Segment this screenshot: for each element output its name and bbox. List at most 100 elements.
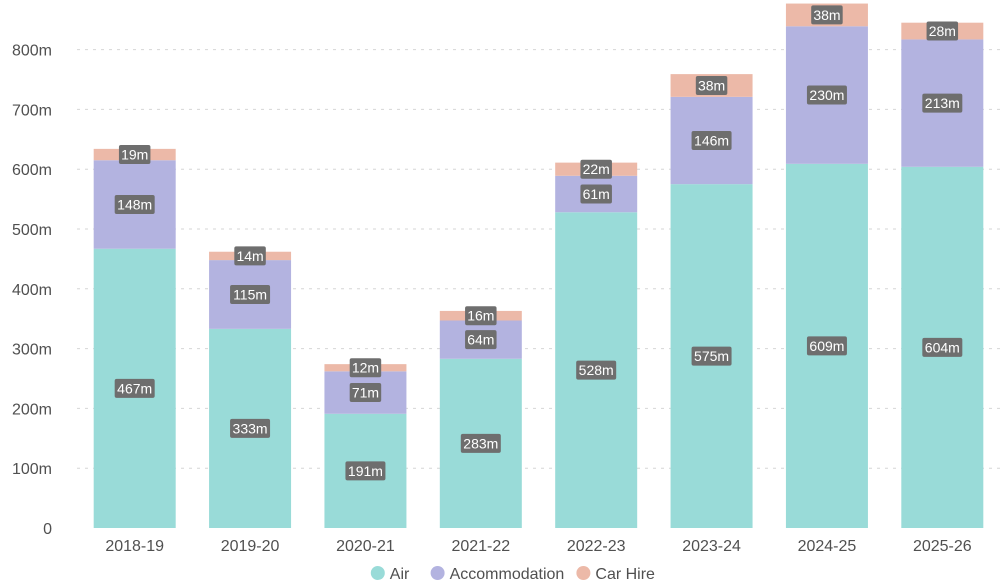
legend-item-car-hire[interactable]: Car Hire — [576, 566, 655, 583]
data-label-text: 333m — [233, 420, 268, 436]
data-label-text: 22m — [583, 161, 610, 177]
x-tick-label: 2024-25 — [798, 538, 857, 555]
data-label-box — [349, 358, 382, 378]
data-label-text: 467m — [117, 380, 152, 396]
data-label: 16m — [465, 306, 497, 326]
data-label-text: 528m — [579, 362, 614, 378]
data-label-box — [806, 336, 847, 356]
x-tick-label: 2021-22 — [451, 538, 510, 555]
data-label-box — [580, 184, 612, 204]
data-label: 283m — [460, 433, 501, 453]
y-tick-label: 400m — [12, 282, 52, 299]
data-label-text: 213m — [925, 95, 960, 111]
x-tick-label: 2019-20 — [221, 538, 280, 555]
y-tick-label: 200m — [12, 401, 52, 418]
data-label: 71m — [349, 383, 382, 403]
data-label-box — [460, 433, 501, 453]
y-tick-label: 800m — [12, 43, 52, 60]
y-axis-ticks: 0 100m 200m 300m 400m 500m 600m 700m 800m — [12, 43, 52, 538]
data-labels: 467m 148m 19m 333m 115m 14m 191m 71m 12m 283m 64m 1… — [114, 5, 963, 481]
data-label: 609m — [806, 336, 847, 356]
y-tick-label: 0 — [43, 521, 52, 538]
y-tick-label: 300m — [12, 342, 52, 359]
data-label-box — [234, 246, 266, 266]
data-label: 38m — [811, 5, 843, 25]
data-label-text: 19m — [121, 147, 148, 163]
data-label-text: 575m — [694, 348, 729, 364]
legend: Air Accommodation Car Hire — [370, 566, 655, 583]
data-label-text: 28m — [929, 23, 956, 39]
data-label: 528m — [576, 360, 617, 380]
data-label-text: 38m — [698, 77, 725, 93]
legend-item-accommodation[interactable]: Accommodation — [430, 566, 565, 583]
data-label-box — [922, 93, 963, 113]
data-label-box — [922, 337, 963, 357]
data-label: 14m — [234, 246, 266, 266]
x-tick-label: 2022-23 — [567, 538, 626, 555]
data-label-text: 115m — [233, 286, 267, 302]
data-label-box — [118, 145, 151, 165]
data-label: 213m — [922, 93, 963, 113]
y-tick-label: 100m — [12, 461, 52, 478]
data-label: 38m — [695, 75, 728, 95]
data-label-text: 16m — [467, 308, 494, 324]
x-axis-ticks: 2018-19 2019-20 2020-21 2021-22 2022-23 2023-… — [105, 538, 971, 555]
data-label-box — [230, 418, 271, 438]
data-label: 333m — [230, 418, 271, 438]
y-tick-label: 700m — [12, 102, 52, 119]
legend-label: Car Hire — [595, 566, 655, 583]
data-label-text: 14m — [236, 248, 263, 264]
data-label-box — [811, 5, 843, 25]
data-label-box — [349, 383, 382, 403]
data-label-box — [691, 346, 732, 366]
data-label-box — [465, 306, 497, 326]
legend-swatch — [430, 566, 445, 580]
data-label-box — [926, 21, 959, 41]
data-label-text: 61m — [583, 186, 610, 202]
data-label-text: 230m — [809, 87, 844, 103]
data-label: 575m — [691, 346, 732, 366]
y-tick-label: 500m — [12, 222, 52, 239]
legend-swatch — [370, 566, 385, 580]
data-label-box — [345, 461, 386, 481]
x-tick-label: 2020-21 — [336, 538, 395, 555]
data-label-text: 283m — [463, 435, 498, 451]
data-label: 230m — [806, 85, 847, 105]
data-label-box — [691, 130, 732, 150]
x-tick-label: 2023-24 — [682, 538, 741, 555]
data-label-box — [695, 75, 728, 95]
data-label: 22m — [580, 159, 612, 179]
data-label: 467m — [114, 378, 155, 398]
x-tick-label: 2018-19 — [105, 538, 164, 555]
data-label-text: 148m — [117, 196, 152, 212]
data-label: 64m — [465, 330, 497, 350]
data-label-box — [465, 330, 497, 350]
data-label: 191m — [345, 461, 386, 481]
data-label-text: 38m — [813, 7, 840, 23]
data-label: 148m — [114, 194, 155, 214]
data-label: 146m — [691, 130, 732, 150]
data-label-text: 191m — [348, 463, 383, 479]
data-label-box — [230, 284, 271, 304]
legend-label: Air — [390, 566, 410, 583]
data-label-text: 71m — [352, 385, 379, 401]
legend-item-air[interactable]: Air — [370, 566, 410, 583]
data-label: 19m — [118, 145, 151, 165]
data-label-box — [114, 194, 155, 214]
data-label-text: 12m — [352, 360, 379, 376]
data-label: 61m — [580, 184, 612, 204]
data-label-text: 64m — [467, 332, 494, 348]
data-label-box — [576, 360, 617, 380]
data-label: 604m — [922, 337, 963, 357]
data-label-box — [114, 378, 155, 398]
data-label-text: 146m — [694, 132, 729, 148]
data-label: 115m — [230, 284, 271, 304]
data-label: 12m — [349, 358, 382, 378]
x-tick-label: 2025-26 — [913, 538, 972, 555]
data-label-text: 609m — [809, 338, 844, 354]
data-label: 28m — [926, 21, 959, 41]
y-tick-label: 600m — [12, 162, 52, 179]
legend-swatch — [576, 566, 591, 580]
